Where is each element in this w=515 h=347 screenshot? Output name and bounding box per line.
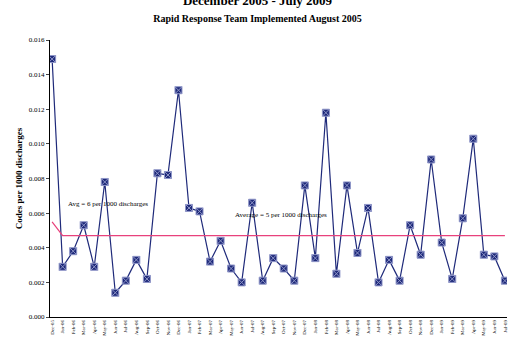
svg-text:Dec-07: Dec-07 <box>302 320 307 335</box>
svg-text:May-06: May-06 <box>102 320 107 336</box>
svg-text:Jun-08: Jun-08 <box>366 320 371 334</box>
svg-text:0.000: 0.000 <box>29 313 45 321</box>
svg-text:Codes per 1000 discharges: Codes per 1000 discharges <box>14 127 24 229</box>
svg-text:Oct-07: Oct-07 <box>281 320 286 334</box>
svg-text:0.002: 0.002 <box>29 279 45 287</box>
svg-text:Sep-07: Sep-07 <box>271 320 276 335</box>
svg-text:Dec-08: Dec-08 <box>429 320 434 335</box>
svg-text:0.014: 0.014 <box>29 71 45 79</box>
svg-text:Jan-08: Jan-08 <box>313 320 318 334</box>
svg-text:Apr-07: Apr-07 <box>218 320 223 335</box>
svg-text:Feb-08: Feb-08 <box>324 320 329 335</box>
svg-text:0.016: 0.016 <box>29 36 45 44</box>
svg-text:Jul-06: Jul-06 <box>123 320 128 333</box>
svg-text:Oct-08: Oct-08 <box>408 320 413 334</box>
svg-text:Avg = 6 per 1000 discharges: Avg = 6 per 1000 discharges <box>68 200 148 208</box>
svg-text:December 2005 - July 2009Rapid: December 2005 - July 2009Rapid Response … <box>153 0 362 24</box>
svg-text:May-09: May-09 <box>481 320 486 336</box>
svg-text:0.008: 0.008 <box>29 175 45 183</box>
svg-text:Jan-07: Jan-07 <box>187 320 192 334</box>
svg-text:Aug-07: Aug-07 <box>260 320 265 336</box>
svg-text:Sep-06: Sep-06 <box>145 320 150 335</box>
svg-text:0.010: 0.010 <box>29 140 45 148</box>
svg-text:Aug-06: Aug-06 <box>134 320 139 336</box>
svg-text:Mar-09: Mar-09 <box>460 320 465 335</box>
svg-text:Jun-09: Jun-09 <box>492 320 497 334</box>
svg-text:Jul-09: Jul-09 <box>503 320 508 333</box>
svg-text:Nov-06: Nov-06 <box>166 320 171 336</box>
svg-text:Feb-07: Feb-07 <box>197 320 202 335</box>
svg-text:Apr-08: Apr-08 <box>345 320 350 335</box>
svg-text:Nov-07: Nov-07 <box>292 320 297 336</box>
svg-text:May-07: May-07 <box>229 320 234 336</box>
svg-text:Sep-08: Sep-08 <box>397 320 402 335</box>
svg-text:Aug-08: Aug-08 <box>387 320 392 336</box>
svg-text:Apr-09: Apr-09 <box>471 320 476 335</box>
svg-text:0.004: 0.004 <box>29 244 45 252</box>
svg-text:0.012: 0.012 <box>29 106 45 114</box>
svg-text:Jan-09: Jan-09 <box>439 320 444 334</box>
svg-text:Dec-06: Dec-06 <box>176 320 181 335</box>
svg-text:Mar-07: Mar-07 <box>208 320 213 335</box>
svg-text:May-08: May-08 <box>355 320 360 336</box>
svg-text:Jan-06: Jan-06 <box>60 320 65 334</box>
svg-text:0.006: 0.006 <box>29 210 45 218</box>
svg-text:Dec-05: Dec-05 <box>50 320 55 335</box>
svg-text:Feb-09: Feb-09 <box>450 320 455 335</box>
svg-text:Jun-06: Jun-06 <box>113 320 118 334</box>
svg-text:Oct-06: Oct-06 <box>155 320 160 334</box>
svg-text:Mar-08: Mar-08 <box>334 320 339 335</box>
svg-text:Apr-06: Apr-06 <box>92 320 97 335</box>
svg-text:Feb-06: Feb-06 <box>71 320 76 335</box>
svg-text:Average = 5 per 1000 discharge: Average = 5 per 1000 discharges <box>235 211 327 219</box>
svg-text:Jul-08: Jul-08 <box>376 320 381 333</box>
svg-text:Jul-07: Jul-07 <box>250 320 255 333</box>
svg-text:Nov-08: Nov-08 <box>418 320 423 336</box>
svg-text:Mar-06: Mar-06 <box>81 320 86 335</box>
svg-text:Jun-07: Jun-07 <box>239 320 244 334</box>
